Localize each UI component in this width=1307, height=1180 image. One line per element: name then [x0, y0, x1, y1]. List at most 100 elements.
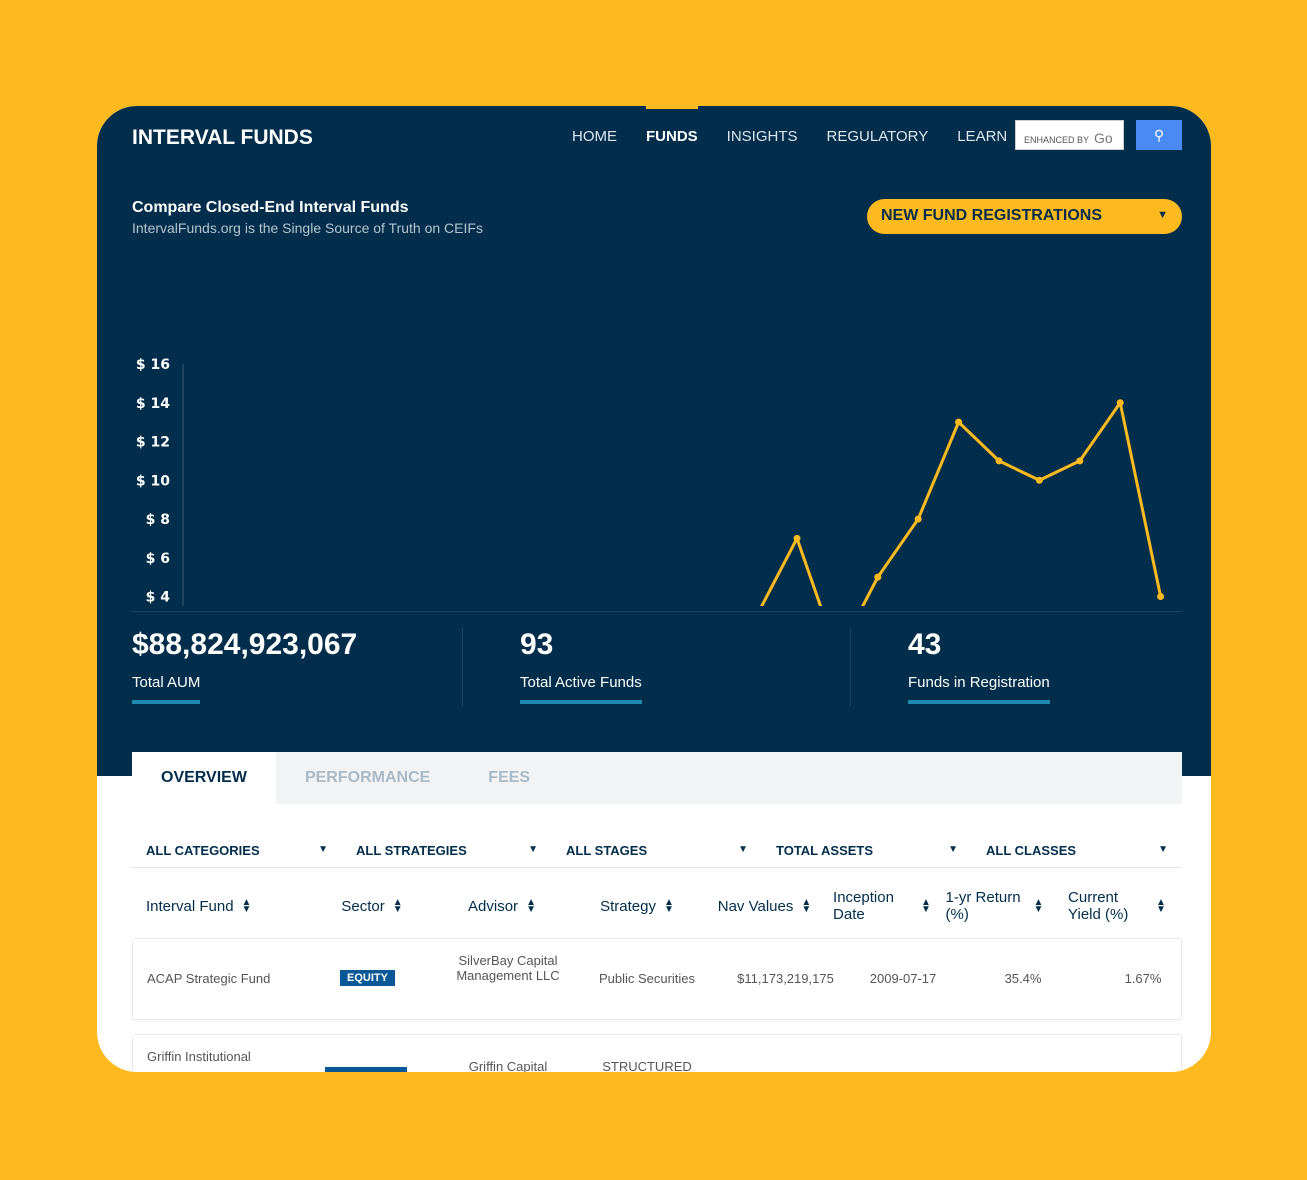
column-header[interactable]: Sector ▲ ▼ [312, 898, 432, 915]
search-brand: Go [1094, 130, 1113, 146]
y-tick-label: $ 4 [146, 590, 171, 606]
caret-down-icon: ▼ [528, 844, 538, 855]
filter-total-assets[interactable]: TOTAL ASSETS ▼ [762, 834, 972, 867]
filter-strategies[interactable]: ALL STRATEGIES ▼ [342, 834, 552, 867]
filter-label: ALL CLASSES [986, 843, 1077, 858]
page-subtitle: IntervalFunds.org is the Single Source o… [132, 220, 483, 236]
nav-home[interactable]: HOME [572, 128, 617, 145]
data-point [1035, 476, 1043, 484]
nav-insights[interactable]: INSIGHTS [726, 128, 798, 145]
search-placeholder: ENHANCED BY [1024, 135, 1090, 145]
filter-bar: ALL CATEGORIES ▼ ALL STRATEGIES ▼ ALL STAG… [132, 834, 1182, 868]
sort-icon: ▲ ▼ [663, 897, 674, 915]
page-card: INTERVAL FUNDS HOME FUNDS INSIGHTS REGUL… [97, 106, 1211, 1072]
sort-icon: ▲ ▼ [1156, 897, 1166, 915]
stat-value: 43 [908, 628, 942, 661]
magnifier-icon: ⚲ [1153, 127, 1165, 143]
y-tick-label: $ 8 [146, 512, 170, 528]
filter-stages[interactable]: ALL STAGES ▼ [552, 834, 762, 867]
sector-badge: EQUITY [340, 970, 395, 986]
divider [132, 611, 1182, 612]
table-row[interactable]: Griffin Institutional Griffin Capital ST… [132, 1034, 1182, 1072]
column-label: Interval Fund [146, 897, 234, 915]
filter-label: TOTAL ASSETS [776, 843, 874, 858]
new-fund-registrations-dropdown[interactable]: NEW FUND REGISTRATIONS ▼ [867, 199, 1182, 234]
tab-fees[interactable]: FEES [488, 769, 531, 786]
column-label: Sector [341, 897, 385, 915]
stat-label: Funds in Registration [908, 674, 1050, 704]
cell-fund[interactable]: ACAP Strategic Fund [147, 971, 271, 986]
data-point [874, 573, 882, 581]
column-header[interactable]: Interval Fund ▲ ▼ [132, 898, 312, 915]
table-row[interactable]: ACAP Strategic Fund EQUITY SilverBay Cap… [132, 938, 1182, 1020]
cell-return: 35.4% [1004, 971, 1042, 986]
stat-in-registration: 43 Funds in Registration [908, 628, 1050, 704]
filter-label: ALL STRATEGIES [356, 843, 467, 858]
logo[interactable]: INTERVAL FUNDS [132, 126, 313, 149]
data-point [1116, 399, 1124, 407]
column-header[interactable]: Strategy ▲ ▼ [572, 898, 702, 915]
divider [462, 628, 463, 706]
data-point [1157, 593, 1165, 600]
column-header[interactable]: Nav Values ▲ ▼ [702, 898, 827, 915]
nav-regulatory[interactable]: REGULATORY [826, 128, 929, 145]
data-point [793, 534, 801, 542]
stat-value: 93 [520, 628, 554, 661]
filter-label: ALL CATEGORIES [146, 843, 260, 858]
data-point [1076, 457, 1084, 465]
stat-total-aum: $88,824,923,067 Total AUM [132, 628, 357, 704]
stat-active-funds: 93 Total Active Funds [520, 628, 642, 704]
cell-advisor: Griffin Capital [468, 1059, 548, 1072]
cell-strategy: STRUCTURED [602, 1059, 692, 1072]
column-header[interactable]: Advisor ▲ ▼ [432, 898, 572, 915]
caret-down-icon: ▼ [318, 844, 328, 855]
sort-icon: ▲ ▼ [921, 897, 931, 915]
column-label: Advisor [468, 897, 519, 915]
caret-down-icon: ▼ [738, 844, 748, 855]
column-label: Nav Values [717, 897, 794, 915]
column-header[interactable]: 1-yr Return (%) ▲ ▼ [937, 889, 1052, 923]
page-title: Compare Closed-End Interval Funds [132, 199, 409, 216]
y-tick-label: $ 12 [136, 435, 170, 451]
cell-fund[interactable]: Griffin Institutional [147, 1049, 251, 1064]
cell-nav: $11,173,219,175 [737, 971, 834, 986]
column-header[interactable]: Inception Date ▲ ▼ [827, 889, 937, 923]
search-button[interactable]: ⚲ [1136, 120, 1182, 150]
filter-classes[interactable]: ALL CLASSES ▼ [972, 834, 1182, 867]
cell-strategy: Public Securities [598, 971, 696, 986]
data-point [955, 418, 963, 426]
sort-icon: ▲ ▼ [801, 897, 812, 915]
tab-performance[interactable]: PERFORMANCE [304, 769, 431, 786]
caret-down-icon: ▼ [1157, 209, 1168, 221]
column-header[interactable]: Current Yield (%) ▲ ▼ [1052, 889, 1182, 923]
column-label: Inception Date [833, 889, 894, 923]
cell-yield: 1.67% [1124, 971, 1162, 986]
column-label: Current Yield (%) [1068, 889, 1129, 923]
sort-icon: ▲ ▼ [526, 897, 536, 915]
stat-value: $88,824,923,067 [132, 628, 358, 661]
caret-down-icon: ▼ [948, 844, 958, 855]
nav-learn[interactable]: LEARN [957, 128, 1008, 145]
aum-line-chart: $ 0$ 2$ 4$ 6$ 8$ 10$ 12$ 14$ 16200020022… [136, 357, 1165, 606]
y-tick-label: $ 6 [146, 551, 170, 567]
sort-icon: ▲ ▼ [392, 897, 403, 915]
search-input[interactable]: ENHANCED BY Go [1015, 120, 1124, 150]
data-point [914, 515, 922, 523]
filter-categories[interactable]: ALL CATEGORIES ▼ [132, 834, 342, 867]
cell-inception: 2009-07-17 [869, 971, 937, 986]
y-tick-label: $ 10 [136, 473, 170, 489]
caret-down-icon: ▼ [1158, 844, 1168, 855]
tab-bar: OVERVIEW PERFORMANCE FEES [132, 752, 1182, 804]
table-header: Interval Fund ▲ ▼ Sector ▲ ▼ Advisor ▲ ▼ Strategy… [132, 874, 1182, 938]
y-tick-label: $ 14 [136, 396, 170, 412]
filter-label: ALL STAGES [566, 843, 648, 858]
sector-badge [325, 1067, 407, 1072]
divider [850, 628, 851, 706]
stat-label: Total AUM [132, 674, 201, 704]
column-label: 1-yr Return (%) [945, 889, 1021, 923]
data-point [995, 457, 1003, 465]
tab-overview[interactable]: OVERVIEW [132, 752, 276, 804]
stat-label: Total Active Funds [520, 674, 642, 704]
dropdown-label: NEW FUND REGISTRATIONS [881, 207, 1103, 224]
nav-funds[interactable]: FUNDS [646, 106, 698, 145]
